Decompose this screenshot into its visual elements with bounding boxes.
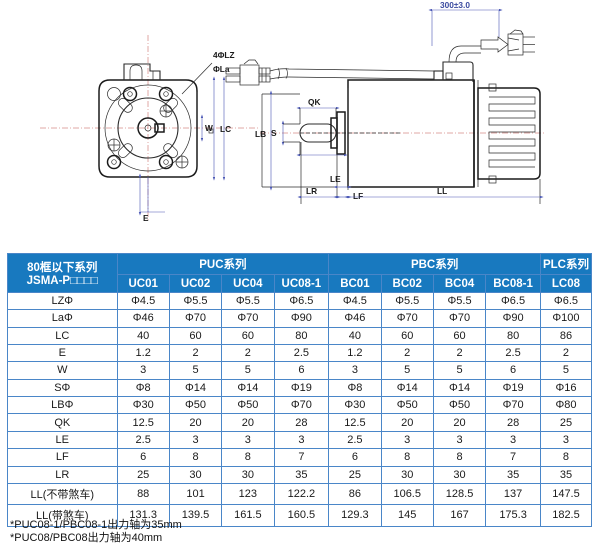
svg-text:LE: LE	[330, 174, 341, 184]
svg-text:ΦLa: ΦLa	[213, 64, 230, 74]
svg-text:E: E	[143, 213, 149, 223]
svg-text:LL: LL	[437, 186, 447, 196]
svg-text:LC: LC	[220, 124, 231, 134]
svg-text:4ΦLZ: 4ΦLZ	[213, 50, 235, 60]
svg-text:LF: LF	[353, 191, 363, 201]
svg-text:S: S	[271, 128, 277, 138]
svg-text:QK: QK	[308, 97, 320, 107]
svg-text:LR: LR	[306, 186, 317, 196]
svg-text:300±3.0: 300±3.0	[440, 0, 470, 10]
svg-text:LB: LB	[255, 129, 266, 139]
